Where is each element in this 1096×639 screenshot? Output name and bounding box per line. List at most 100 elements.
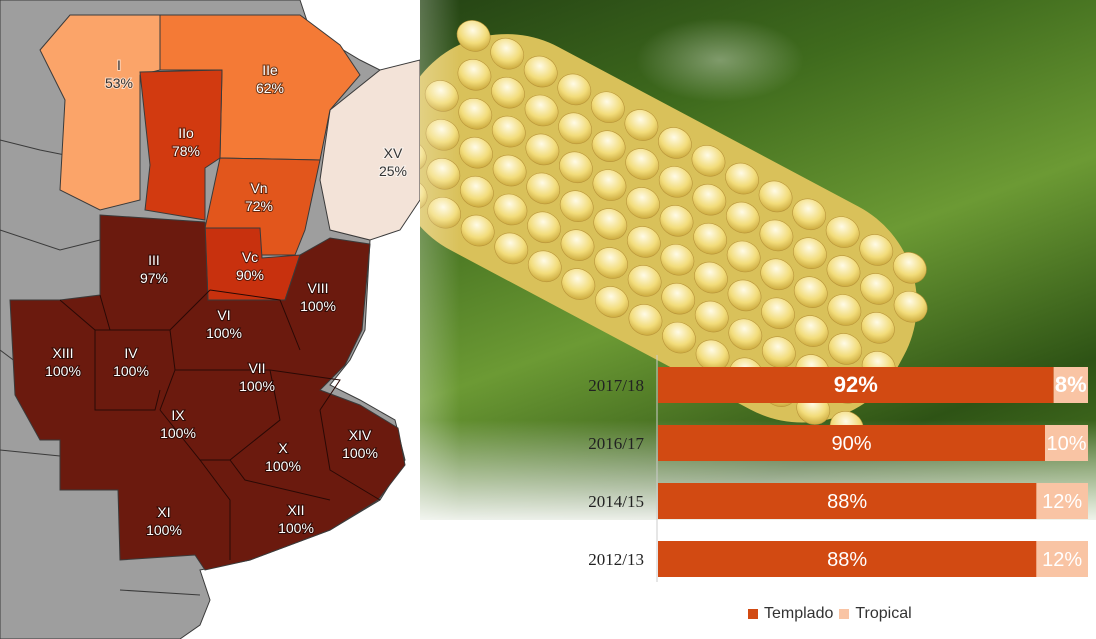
corn-kernel: [658, 127, 692, 159]
corn-kernel: [624, 109, 659, 141]
category-label: 2012/13: [588, 550, 644, 569]
region-name-IX: IX: [171, 407, 185, 423]
category-label: 2016/17: [588, 434, 644, 453]
corn-kernel: [592, 169, 627, 201]
map-region-XV: [319, 59, 420, 241]
corn-kernel: [659, 205, 694, 237]
chart-legend: Templado Tropical: [748, 605, 912, 623]
bar-templado-2016-17: [658, 425, 1045, 461]
map-region-IIo: [139, 69, 223, 221]
data-label-templado: 90%: [831, 433, 871, 455]
data-label-templado: 88%: [827, 491, 867, 513]
corn-kernel: [827, 294, 862, 326]
region-name-IV: IV: [124, 345, 138, 361]
region-pct-Vn: 72%: [245, 198, 273, 214]
corn-kernel: [793, 276, 828, 308]
map-region-IIe: [159, 14, 361, 161]
corn-kernel: [490, 37, 525, 70]
region-name-XIII: XIII: [52, 345, 73, 361]
corn-kernel: [758, 180, 793, 213]
region-pct-IX: 100%: [160, 425, 196, 441]
corn-kernel: [860, 312, 895, 344]
corn-kernel: [557, 73, 592, 106]
bar-tropical-2017-18: [1053, 367, 1088, 403]
region-name-VI: VI: [217, 307, 230, 323]
corn-kernel: [694, 261, 728, 294]
corn-kernel: [460, 175, 494, 208]
region-name-I: I: [117, 57, 121, 73]
corn-kernel: [828, 333, 863, 365]
corn-kernel: [626, 187, 660, 219]
corn-kernel: [759, 219, 794, 252]
data-label-tropical: 10%: [1046, 433, 1086, 455]
region-pct-IV: 100%: [113, 363, 149, 379]
corn-kernel: [458, 98, 493, 130]
corn-kernel: [524, 94, 559, 127]
region-pct-XI: 100%: [146, 522, 182, 538]
corn-kernel: [761, 297, 795, 330]
corn-kernel: [725, 162, 759, 195]
corn-kernel: [591, 130, 626, 162]
corn-kernel: [492, 154, 527, 187]
corn-kernel: [662, 321, 696, 354]
region-name-Vc: Vc: [242, 249, 258, 265]
corn-kernel: [527, 211, 561, 244]
bar-templado-2017-18: [658, 367, 1054, 403]
corn-kernel: [694, 300, 729, 333]
region-name-III: III: [148, 252, 160, 268]
region-pct-IIo: 78%: [172, 143, 200, 159]
corn-kernel: [727, 279, 762, 312]
corn-kernel: [459, 136, 493, 169]
corn-kernel: [661, 282, 696, 315]
corn-kernel: [892, 252, 927, 284]
corn-kernel: [460, 214, 495, 247]
region-name-X: X: [278, 440, 288, 456]
region-name-IIe: IIe: [262, 62, 278, 78]
region-pct-XIII: 100%: [45, 363, 81, 379]
bar-templado-2012-13: [658, 541, 1037, 577]
region-name-XIV: XIV: [349, 427, 372, 443]
corn-kernel: [893, 290, 928, 323]
corn-kernel: [560, 229, 595, 261]
region-pct-III: 97%: [140, 270, 168, 286]
region-name-VII: VII: [248, 360, 265, 376]
region-name-IIo: IIo: [178, 125, 194, 141]
corn-kernel: [559, 190, 594, 222]
corn-kernel: [658, 166, 693, 198]
corn-kernel: [527, 250, 562, 283]
corn-kernel: [627, 265, 662, 297]
corn-kernel: [725, 201, 760, 234]
corn-kernel: [728, 318, 763, 351]
corn-kernel: [625, 148, 660, 180]
region-name-XII: XII: [287, 502, 304, 518]
corn-kernel: [526, 172, 561, 205]
bar-templado-2014-15: [658, 483, 1037, 519]
region-pct-I: 53%: [105, 75, 133, 91]
data-label-templado: 92%: [834, 372, 878, 397]
region-pct-VIII: 100%: [300, 298, 336, 314]
corn-kernel: [493, 193, 528, 226]
region-pct-Vc: 90%: [236, 267, 264, 283]
map-region-dark: [9, 214, 406, 571]
region-pct-X: 100%: [265, 458, 301, 474]
corn-kernel: [561, 268, 596, 300]
region-pct-XV: 25%: [379, 163, 407, 179]
region-name-XV: XV: [384, 145, 403, 161]
corn-kernel: [692, 183, 727, 216]
category-label: 2017/18: [588, 376, 644, 395]
corn-kernel: [491, 76, 525, 109]
stacked-bar-chart: 2017/18 92% 8% 2016/17 90% 10% 2014/15 88% 12% 20…: [588, 355, 1088, 582]
corn-kernel: [691, 145, 726, 177]
corn-kernel: [595, 286, 629, 318]
corn-kernel: [558, 112, 592, 145]
legend-swatch-tropical: [839, 609, 850, 619]
region-pct-VI: 100%: [206, 325, 242, 341]
corn-kernel: [559, 151, 593, 184]
region-pct-IIe: 62%: [256, 80, 284, 96]
region-pct-VII: 100%: [239, 378, 275, 394]
legend-swatch-templado: [748, 609, 758, 619]
legend-label-tropical: Tropical: [855, 605, 912, 622]
corn-kernel: [726, 240, 761, 273]
corn-kernel: [494, 232, 529, 265]
